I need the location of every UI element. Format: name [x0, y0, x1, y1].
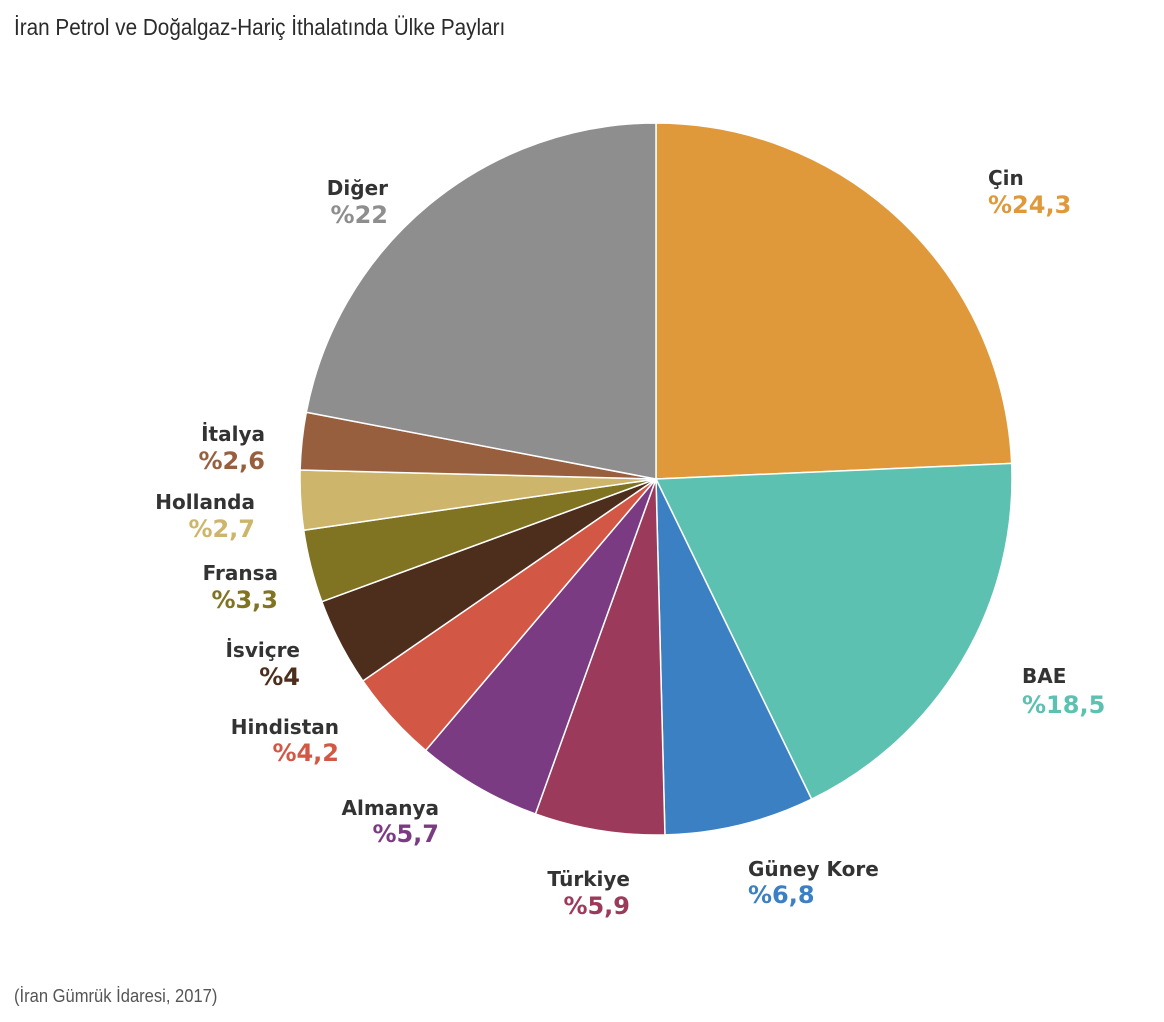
pie-slice-almanya [424, 478, 657, 815]
pie-slice-diger [305, 122, 657, 480]
slice-value-isvicre: %4 [259, 663, 300, 691]
slice-value-almanya: %5,7 [372, 820, 439, 848]
slice-value-hindistan: %4,2 [272, 739, 339, 767]
slice-label-fransa: Fransa [203, 561, 278, 585]
chart-title: İran Petrol ve Doğalgaz-Hariç İthalatınd… [14, 14, 506, 40]
slice-label-hindistan: Hindistan [231, 715, 339, 739]
slice-value-italya: %2,6 [198, 447, 265, 475]
pie-slice-bae [654, 462, 1013, 801]
pie-slice-guney-kore [655, 478, 813, 836]
slice-label-guney-kore: Güney Kore [748, 857, 879, 881]
slice-label-diger: Diğer [327, 176, 388, 200]
slice-label-cin: Çin [988, 166, 1024, 190]
slice-value-diger: %22 [331, 201, 388, 229]
pie-slices [299, 122, 1013, 836]
pie-slice-turkiye [534, 478, 666, 836]
pie-slice-cin [655, 122, 1013, 480]
slice-label-isvicre: İsviçre [225, 638, 300, 662]
source-note: (İran Gümrük İdaresi, 2017) [14, 986, 218, 1006]
slice-label-italya: İtalya [201, 422, 265, 446]
slice-value-hollanda: %2,7 [188, 515, 255, 543]
slice-value-bae: %18,5 [1022, 691, 1105, 719]
slice-value-fransa: %3,3 [211, 586, 278, 614]
slice-value-cin: %24,3 [988, 191, 1071, 219]
slice-label-hollanda: Hollanda [155, 490, 255, 514]
slice-label-bae: BAE [1022, 664, 1066, 688]
slice-value-guney-kore: %6,8 [748, 881, 815, 909]
slice-value-turkiye: %5,9 [563, 892, 630, 920]
slice-label-almanya: Almanya [342, 796, 439, 820]
slice-label-turkiye: Türkiye [547, 867, 630, 891]
